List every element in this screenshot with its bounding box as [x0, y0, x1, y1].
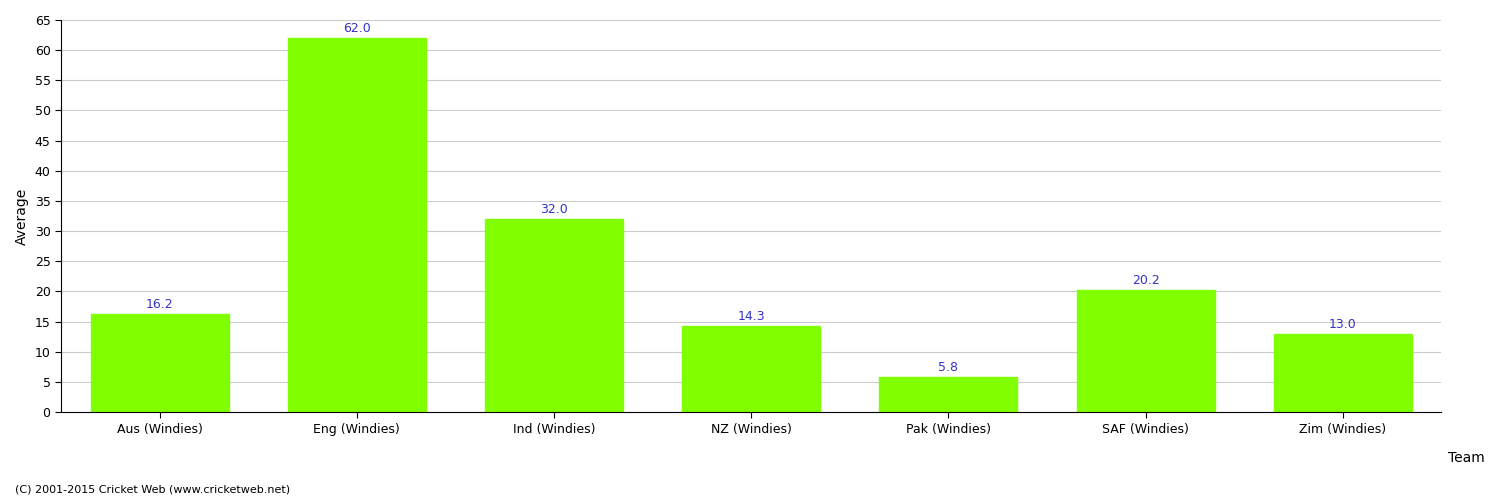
Bar	[879, 377, 1017, 412]
Bar	[484, 219, 622, 412]
Bar	[1274, 334, 1412, 412]
Text: Team: Team	[1448, 451, 1485, 465]
Text: 14.3: 14.3	[738, 310, 765, 323]
Bar	[288, 38, 426, 412]
Bar	[682, 326, 820, 412]
Bar	[1077, 290, 1215, 412]
Text: 16.2: 16.2	[146, 298, 174, 312]
Text: 20.2: 20.2	[1131, 274, 1160, 287]
Text: 62.0: 62.0	[344, 22, 370, 35]
Text: 32.0: 32.0	[540, 203, 568, 216]
Bar	[90, 314, 228, 412]
Text: 13.0: 13.0	[1329, 318, 1356, 330]
Text: 5.8: 5.8	[939, 361, 958, 374]
Y-axis label: Average: Average	[15, 188, 28, 244]
Text: (C) 2001-2015 Cricket Web (www.cricketweb.net): (C) 2001-2015 Cricket Web (www.cricketwe…	[15, 485, 290, 495]
